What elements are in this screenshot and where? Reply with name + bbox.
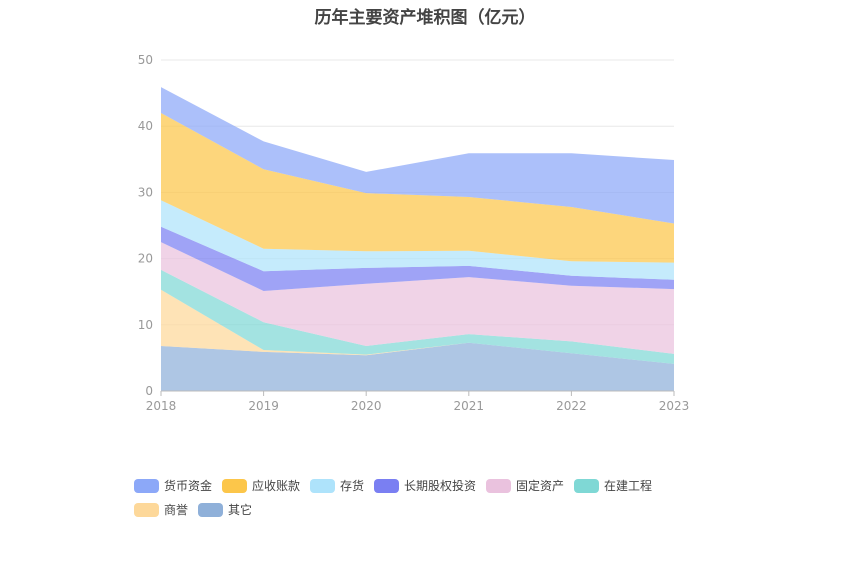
legend-item-0[interactable]: 货币资金 [164,478,212,493]
legend-swatch-4[interactable] [486,479,511,493]
y-tick-label: 0 [145,384,153,398]
y-tick-label: 10 [138,318,153,332]
legend-item-1[interactable]: 应收账款 [252,478,300,493]
legend-swatch-3[interactable] [374,479,399,493]
x-tick-label: 2021 [454,399,485,413]
area-series-5 [161,200,674,280]
legend-item-3[interactable]: 长期股权投资 [404,478,476,493]
area-series-6 [161,113,674,263]
y-tick-label: 40 [138,119,153,133]
area-series-4 [161,226,674,291]
area-series-2 [161,269,674,364]
x-tick-label: 2020 [351,399,382,413]
area-series-7 [161,87,674,224]
y-tick-label: 20 [138,252,153,266]
legend-item-6[interactable]: 商誉 [164,502,188,517]
x-tick-label: 2022 [556,399,587,413]
x-tick-label: 2018 [146,399,177,413]
area-series-0 [161,342,674,391]
legend-item-5[interactable]: 在建工程 [604,478,652,493]
legend-swatch-6[interactable] [134,503,159,517]
legend-swatch-0[interactable] [134,479,159,493]
legend-item-2[interactable]: 存货 [340,478,364,493]
area-series-3 [161,242,674,354]
legend-item-7[interactable]: 其它 [228,502,252,517]
legend-swatch-5[interactable] [574,479,599,493]
legend-swatch-1[interactable] [222,479,247,493]
y-tick-label: 30 [138,185,153,199]
y-tick-label: 50 [138,53,153,67]
legend-swatch-7[interactable] [198,503,223,517]
chart-title: 历年主要资产堆积图（亿元） [314,8,536,28]
legend-swatch-2[interactable] [310,479,335,493]
x-tick-label: 2023 [659,399,690,413]
legend-item-4[interactable]: 固定资产 [516,478,564,493]
x-tick-label: 2019 [248,399,279,413]
